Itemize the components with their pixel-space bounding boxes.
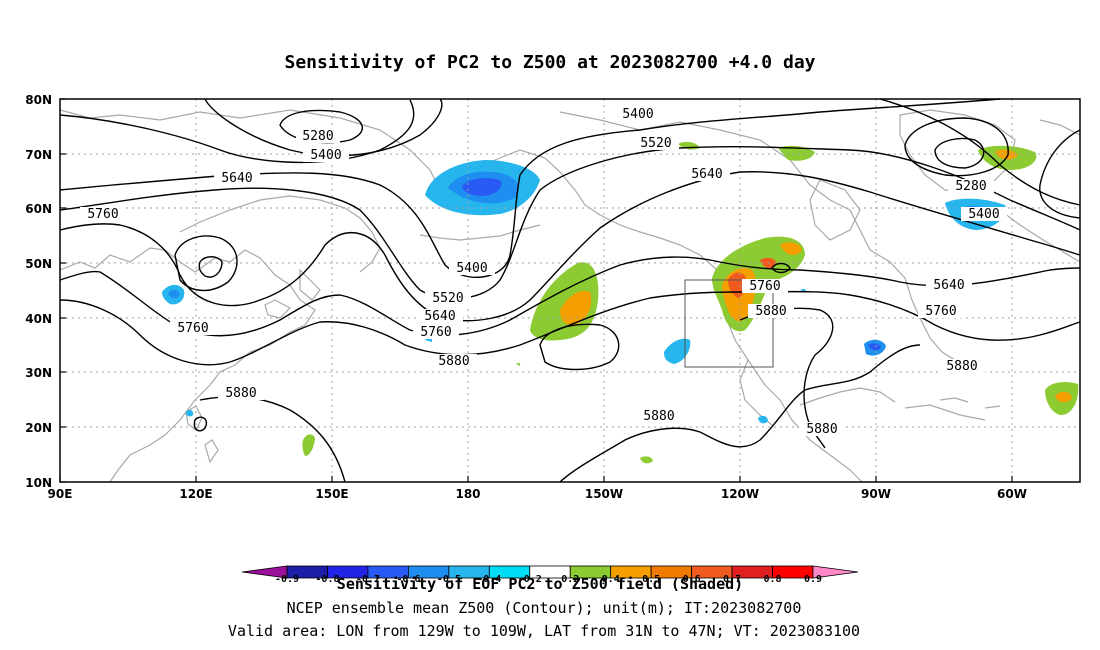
map-panel: 5280 5400 5640 5760 5760 5400 5520 5640 …	[25, 93, 1081, 501]
contour-label: 5640	[424, 309, 455, 324]
colorbar-tick-label: 0.9	[804, 574, 822, 585]
contour-label: 5880	[946, 359, 977, 374]
contour-label: 5280	[302, 129, 333, 144]
lat-tick-label: 30N	[25, 366, 52, 380]
contour-label: 5760	[87, 207, 118, 222]
valid-area-box	[684, 279, 774, 368]
colorbar-tick-label: 0.4	[602, 574, 620, 585]
contour-label: 5880	[806, 422, 837, 437]
contour-label: 5880	[755, 304, 786, 319]
colorbar-tick-label: 0.5	[642, 574, 660, 585]
colorbar: -0.9 -0.8 -0.7 -0.6 -0.5 -0.4 -0.2 0.2 0.4 0.5 0.6…	[241, 565, 859, 593]
contour-label: 5880	[643, 409, 674, 424]
lon-axis: 90E 120E 150E 180 150W 120W 90W 60W	[48, 487, 1027, 501]
contour-label: 5760	[420, 325, 451, 340]
colorbar-title: Sensitivity of EOF PC2 to Z500 field (Sh…	[337, 575, 743, 593]
lon-tick-label: 120E	[179, 487, 212, 501]
lon-tick-label: 150E	[315, 487, 348, 501]
contour-label: 5640	[691, 167, 722, 182]
contour-label: 5760	[177, 321, 208, 336]
contour-label: 5400	[310, 148, 341, 163]
lon-tick-label: 90W	[861, 487, 891, 501]
colorbar-tick-label: -0.5	[437, 574, 461, 585]
colorbar-tick-label: -0.8	[315, 574, 339, 585]
coastlines	[59, 109, 1081, 483]
lat-axis: 80N 70N 60N 50N 40N 30N 20N 10N	[25, 93, 52, 490]
lat-tick-label: 80N	[25, 93, 52, 107]
contour-label: 5760	[925, 304, 956, 319]
colorbar-tick-label: -0.9	[275, 574, 299, 585]
colorbar-tick-label: 0.2	[561, 574, 579, 585]
contour-label: 5520	[640, 136, 671, 151]
colorbar-tick-label: -0.7	[356, 574, 380, 585]
contour-label: 5640	[933, 278, 964, 293]
lon-tick-label: 120W	[721, 487, 759, 501]
contour-label: 5400	[968, 207, 999, 222]
lat-tick-label: 20N	[25, 421, 52, 435]
lon-tick-label: 180	[455, 487, 480, 501]
contour-label: 5880	[225, 386, 256, 401]
contour-label: 5400	[456, 261, 487, 276]
lat-tick-label: 60N	[25, 202, 52, 216]
footer-line-2: Valid area: LON from 129W to 109W, LAT f…	[228, 622, 860, 640]
contour-label: 5640	[221, 171, 252, 186]
colorbar-tick-label: -0.2	[518, 574, 542, 585]
lat-tick-label: 70N	[25, 148, 52, 162]
lat-tick-label: 10N	[25, 476, 52, 490]
lat-tick-label: 50N	[25, 257, 52, 271]
colorbar-tick-label: 0.7	[723, 574, 741, 585]
colorbar-tick-label: -0.6	[396, 574, 420, 585]
contour-label: 5880	[438, 354, 469, 369]
lon-tick-label: 90E	[48, 487, 73, 501]
contour-label: 5400	[622, 107, 653, 122]
lon-tick-label: 150W	[585, 487, 623, 501]
colorbar-cell	[812, 565, 859, 579]
lon-tick-label: 60W	[997, 487, 1027, 501]
colorbar-tick-label: 0.8	[764, 574, 782, 585]
colorbar-tick-label: 0.6	[683, 574, 701, 585]
lat-tick-label: 40N	[25, 312, 52, 326]
contour-label: 5760	[749, 279, 780, 294]
contour-label: 5280	[955, 179, 986, 194]
contour-label: 5520	[432, 291, 463, 306]
contour-labels: 5280 5400 5640 5760 5760 5400 5520 5640 …	[80, 107, 1007, 437]
map-title: Sensitivity of PC2 to Z500 at 2023082700…	[284, 52, 815, 73]
footer-line-1: NCEP ensemble mean Z500 (Contour); unit(…	[287, 599, 802, 617]
colorbar-tick-label: -0.4	[477, 574, 501, 585]
